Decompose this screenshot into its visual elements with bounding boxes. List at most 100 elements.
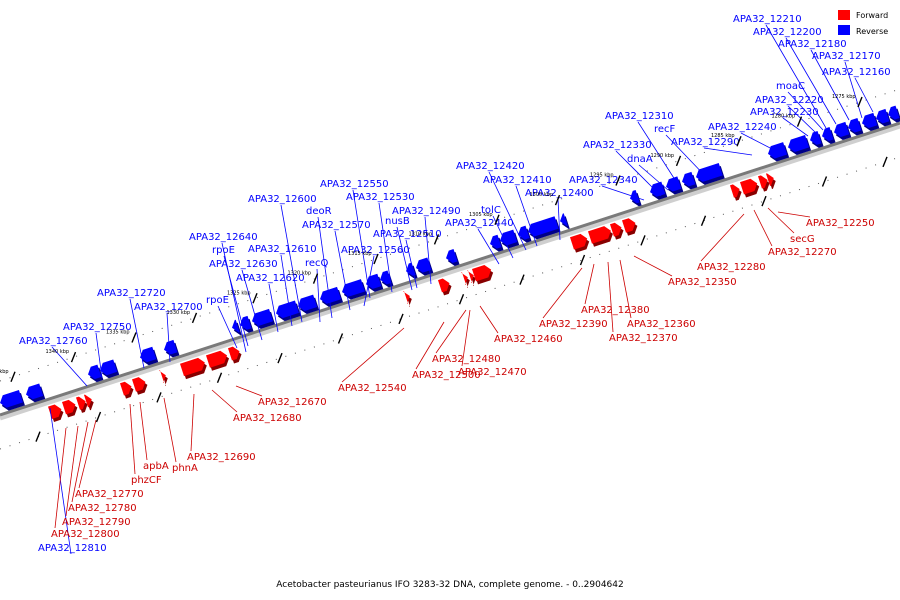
forward-gene-block[interactable] <box>61 399 76 415</box>
reverse-gene-label[interactable]: moaC <box>776 81 805 92</box>
reverse-gene-label[interactable]: APA32_12170 <box>812 51 881 62</box>
reverse-gene-label[interactable]: APA32_12630 <box>209 259 278 270</box>
reverse-gene-block[interactable] <box>380 270 392 285</box>
reverse-gene-label[interactable]: rpoE <box>206 295 229 306</box>
reverse-gene-block[interactable] <box>848 117 862 133</box>
reverse-gene-label[interactable]: APA32_12410 <box>483 175 552 186</box>
reverse-gene-block[interactable] <box>768 142 788 159</box>
reverse-gene-block[interactable] <box>490 234 502 249</box>
forward-gene-block[interactable] <box>403 291 410 304</box>
forward-gene-block[interactable] <box>159 370 166 383</box>
reverse-gene-block[interactable] <box>682 171 696 187</box>
reverse-gene-block[interactable] <box>834 121 850 138</box>
forward-gene-label[interactable]: APA32_12780 <box>68 503 137 514</box>
reverse-gene-block[interactable] <box>528 216 559 237</box>
reverse-gene-block[interactable] <box>876 108 890 124</box>
reverse-gene-block[interactable] <box>888 105 900 120</box>
reverse-gene-label[interactable]: APA32_12760 <box>19 336 88 347</box>
reverse-gene-label[interactable]: APA32_12160 <box>822 67 891 78</box>
reverse-gene-block[interactable] <box>560 213 568 226</box>
forward-gene-block[interactable] <box>609 222 622 237</box>
forward-gene-block[interactable] <box>205 350 228 368</box>
reverse-gene-label[interactable]: APA32_12610 <box>248 244 317 255</box>
reverse-gene-label[interactable]: APA32_12200 <box>753 27 822 38</box>
forward-gene-label[interactable]: APA32_12670 <box>258 397 327 408</box>
forward-gene-block[interactable] <box>471 265 492 282</box>
reverse-gene-block[interactable] <box>696 162 723 182</box>
reverse-gene-label[interactable]: APA32_12290 <box>671 137 740 148</box>
reverse-gene-block[interactable] <box>416 257 432 273</box>
reverse-gene-label[interactable]: APA32_12220 <box>755 95 824 106</box>
reverse-gene-label[interactable]: APA32_12530 <box>346 192 415 203</box>
reverse-gene-block[interactable] <box>140 346 157 363</box>
forward-gene-block[interactable] <box>621 218 636 233</box>
reverse-gene-label[interactable]: APA32_12810 <box>38 543 107 554</box>
reverse-gene-label[interactable]: APA32_12570 <box>302 220 371 231</box>
reverse-gene-block[interactable] <box>822 127 834 141</box>
reverse-gene-label[interactable]: APA32_12620 <box>236 273 305 284</box>
reverse-gene-label[interactable]: APA32_12440 <box>445 218 514 229</box>
forward-gene-block[interactable] <box>461 272 468 285</box>
forward-gene-label[interactable]: APA32_12270 <box>768 247 837 258</box>
reverse-gene-block[interactable] <box>0 390 23 408</box>
reverse-gene-block[interactable] <box>232 319 240 333</box>
reverse-gene-block[interactable] <box>810 130 822 145</box>
reverse-gene-label[interactable]: APA32_12510 <box>373 229 442 240</box>
reverse-gene-block[interactable] <box>164 339 178 355</box>
forward-gene-label[interactable]: APA32_12770 <box>75 489 144 500</box>
forward-gene-label[interactable]: APA32_12680 <box>233 413 302 424</box>
forward-gene-block[interactable] <box>569 233 588 250</box>
forward-gene-label[interactable]: APA32_12390 <box>539 319 608 330</box>
reverse-gene-block[interactable] <box>276 300 299 319</box>
reverse-gene-label[interactable]: deoR <box>306 206 332 217</box>
reverse-gene-block[interactable] <box>788 134 810 152</box>
reverse-gene-block[interactable] <box>26 383 44 400</box>
forward-gene-label[interactable]: APA32_12470 <box>458 367 527 378</box>
reverse-gene-block[interactable] <box>320 286 342 304</box>
reverse-gene-block[interactable] <box>862 112 878 128</box>
forward-gene-label[interactable]: APA32_12460 <box>494 334 563 345</box>
forward-gene-label[interactable]: APA32_12350 <box>668 277 737 288</box>
forward-gene-block[interactable] <box>179 357 205 377</box>
forward-gene-block[interactable] <box>83 394 92 408</box>
reverse-gene-label[interactable]: APA32_12550 <box>320 179 389 190</box>
forward-gene-label[interactable]: APA32_12480 <box>432 354 501 365</box>
reverse-gene-block[interactable] <box>88 364 102 380</box>
forward-gene-label[interactable]: APA32_12540 <box>338 383 407 394</box>
reverse-gene-label[interactable]: APA32_12180 <box>778 39 847 50</box>
forward-gene-block[interactable] <box>467 270 474 284</box>
forward-gene-label[interactable]: APA32_12500 <box>412 370 481 381</box>
forward-gene-block[interactable] <box>729 184 740 198</box>
reverse-gene-block[interactable] <box>650 181 666 197</box>
forward-gene-block[interactable] <box>757 175 768 189</box>
reverse-gene-block[interactable] <box>518 225 530 240</box>
forward-gene-label[interactable]: phnA <box>172 463 198 474</box>
reverse-gene-label[interactable]: rpoE <box>212 245 235 256</box>
reverse-gene-label[interactable]: recQ <box>305 258 329 269</box>
reverse-gene-label[interactable]: APA32_12230 <box>750 107 819 118</box>
reverse-gene-label[interactable]: APA32_12750 <box>63 322 132 333</box>
reverse-gene-label[interactable]: nusB <box>385 216 410 227</box>
forward-gene-label[interactable]: secG <box>790 234 815 245</box>
forward-gene-label[interactable]: APA32_12280 <box>697 262 766 273</box>
reverse-gene-block[interactable] <box>446 249 458 263</box>
reverse-gene-label[interactable]: recF <box>654 124 676 135</box>
forward-gene-label[interactable]: APA32_12380 <box>581 305 650 316</box>
forward-gene-label[interactable]: apbA <box>143 461 169 472</box>
forward-gene-label[interactable]: APA32_12370 <box>609 333 678 344</box>
forward-gene-block[interactable] <box>587 226 611 244</box>
reverse-gene-label[interactable]: APA32_12240 <box>708 122 777 133</box>
reverse-gene-label[interactable]: APA32_12700 <box>134 302 203 313</box>
reverse-gene-block[interactable] <box>298 294 318 311</box>
forward-gene-label[interactable]: APA32_12790 <box>62 517 131 528</box>
reverse-gene-label[interactable]: APA32_12210 <box>733 14 802 25</box>
forward-gene-label[interactable]: APA32_12800 <box>51 529 120 540</box>
forward-gene-label[interactable]: APA32_12690 <box>187 452 256 463</box>
reverse-gene-label[interactable]: APA32_12310 <box>605 111 674 122</box>
forward-gene-block[interactable] <box>227 346 240 361</box>
forward-gene-block[interactable] <box>131 377 146 392</box>
reverse-gene-block[interactable] <box>666 176 682 192</box>
forward-gene-block[interactable] <box>437 278 450 293</box>
reverse-gene-label[interactable]: tolC <box>481 205 501 216</box>
forward-gene-label[interactable]: APA32_12360 <box>627 319 696 330</box>
